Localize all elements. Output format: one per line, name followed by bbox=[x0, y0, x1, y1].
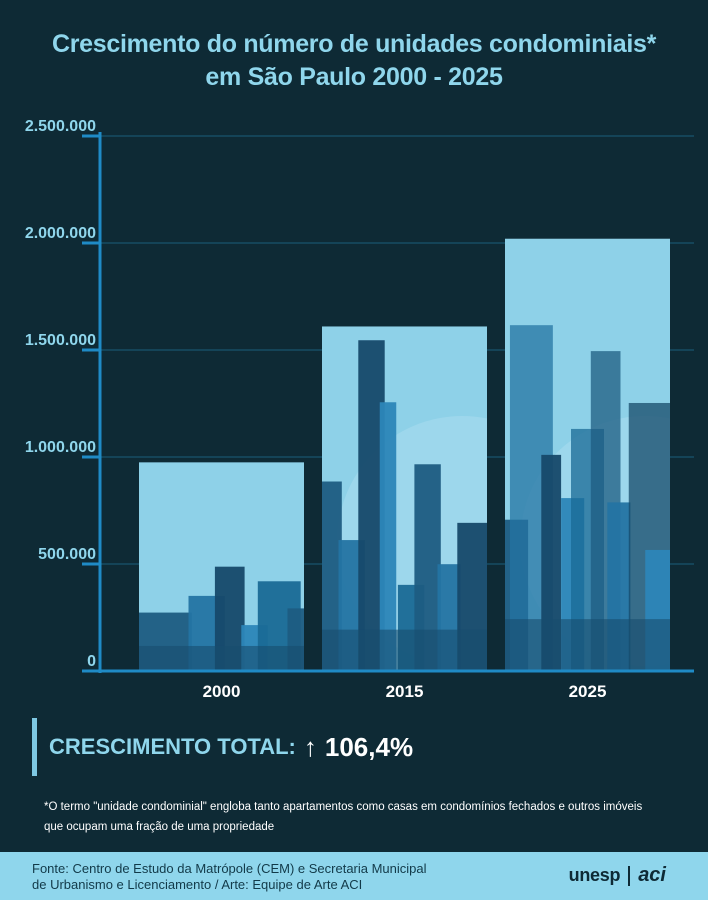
source-line1: Fonte: Centro de Estudo da Matrópole (CE… bbox=[32, 861, 427, 876]
y-tick-label: 0 bbox=[87, 653, 96, 670]
source-line2: de Urbanismo e Licenciamento / Arte: Equ… bbox=[32, 877, 363, 892]
aci-logo: aci bbox=[638, 864, 666, 886]
footnote: *O termo "unidade condominial" engloba t… bbox=[44, 797, 684, 837]
footnote-line1: *O termo "unidade condominial" engloba t… bbox=[44, 801, 643, 813]
bar-chart: 0 500.000 1.000.000 1.500.000 2.000.000 2.500… bbox=[25, 120, 694, 701]
x-tick-label: 2000 bbox=[203, 682, 241, 701]
y-tick-label: 500.000 bbox=[38, 546, 96, 563]
growth-value: 106,4% bbox=[324, 731, 414, 762]
logo-divider bbox=[628, 865, 631, 886]
footer-bar: Fonte: Centro de Estudo da Matrópole (CE… bbox=[0, 852, 708, 900]
skyline-decoration bbox=[139, 566, 304, 671]
chart-title-line1: Crescimento do número de unidades condom… bbox=[51, 30, 657, 58]
growth-callout: CRESCIMENTO TOTAL: ↑ 106,4% bbox=[32, 718, 413, 776]
y-tick-label: 2.000.000 bbox=[25, 225, 96, 242]
source-credit: Fonte: Centro de Estudo da Matrópole (CE… bbox=[32, 861, 472, 893]
unesp-logo: unesp bbox=[568, 865, 621, 885]
arrow-up-icon: ↑ bbox=[303, 732, 317, 762]
growth-label: CRESCIMENTO TOTAL: bbox=[49, 734, 296, 759]
logos: unesp aci bbox=[569, 864, 666, 887]
x-tick-label: 2015 bbox=[386, 682, 424, 701]
y-tick-label: 1.500.000 bbox=[25, 332, 96, 349]
y-tick-label: 2.500.000 bbox=[25, 120, 96, 135]
y-tick-label: 1.000.000 bbox=[25, 439, 96, 456]
x-tick-label: 2025 bbox=[569, 682, 607, 701]
chart-title-line2: em São Paulo 2000 - 2025 bbox=[205, 63, 503, 91]
chart-title: Crescimento do número de unidades condom… bbox=[0, 28, 708, 94]
skyline-decoration bbox=[322, 340, 487, 671]
skyline-decoration bbox=[505, 325, 670, 671]
footnote-line2: que ocupam uma fração de uma propriedade bbox=[44, 821, 275, 833]
